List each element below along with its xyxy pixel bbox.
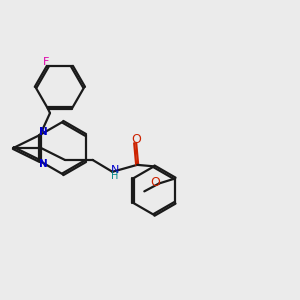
Text: N: N [40,127,48,137]
Text: N: N [111,165,119,175]
Text: F: F [43,57,49,68]
Text: O: O [131,133,141,146]
Text: O: O [150,176,160,189]
Text: H: H [111,171,118,181]
Text: N: N [40,159,48,169]
